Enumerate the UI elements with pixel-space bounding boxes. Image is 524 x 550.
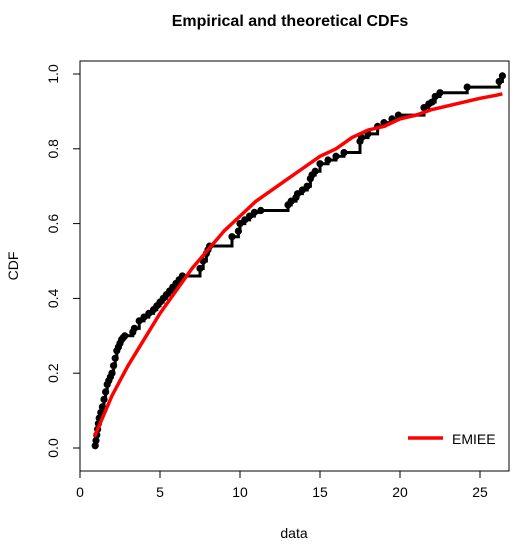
empirical-point xyxy=(436,89,444,97)
x-axis-label: data xyxy=(280,525,307,541)
empirical-point xyxy=(463,83,471,91)
y-tick-label: 0.2 xyxy=(45,363,61,383)
empirical-point xyxy=(316,160,324,168)
legend: EMIEE xyxy=(408,431,496,447)
empirical-cdf-steps xyxy=(94,75,504,448)
empirical-point xyxy=(110,362,118,370)
empirical-point xyxy=(250,208,258,216)
y-tick-label: 0.8 xyxy=(45,139,61,159)
empirical-point xyxy=(121,332,129,340)
y-tick-label: 0.0 xyxy=(45,438,61,458)
empirical-point xyxy=(311,167,319,175)
x-tick-label: 20 xyxy=(392,484,408,500)
empirical-point xyxy=(102,388,110,396)
empirical-point xyxy=(498,72,506,80)
empirical-point xyxy=(98,403,106,411)
empirical-point xyxy=(303,182,311,190)
plot-area xyxy=(91,72,506,450)
x-tick-label: 0 xyxy=(76,484,84,500)
legend-label-emiee: EMIEE xyxy=(452,431,496,447)
empirical-point xyxy=(340,148,348,157)
empirical-point xyxy=(257,206,265,215)
empirical-point xyxy=(111,354,119,362)
empirical-point xyxy=(332,152,340,160)
empirical-point xyxy=(394,111,402,119)
x-tick-label: 10 xyxy=(232,484,248,500)
y-axis: 0.0 0.2 0.4 0.6 0.8 1.0 xyxy=(45,64,81,458)
y-tick-label: 1.0 xyxy=(45,64,61,84)
chart-title: Empirical and theoretical CDFs xyxy=(172,13,409,30)
y-axis-label: CDF xyxy=(5,252,21,281)
empirical-point xyxy=(196,264,204,273)
x-axis: 0 5 10 15 20 25 xyxy=(76,470,488,500)
empirical-point xyxy=(92,436,100,445)
x-tick-label: 5 xyxy=(156,484,164,500)
empirical-point xyxy=(228,233,236,241)
y-tick-label: 0.4 xyxy=(45,288,61,308)
y-tick-label: 0.6 xyxy=(45,214,61,234)
plot-frame xyxy=(79,60,510,472)
x-tick-label: 25 xyxy=(472,484,488,500)
empirical-point xyxy=(234,227,242,235)
empirical-point xyxy=(495,77,503,86)
empirical-point xyxy=(130,324,138,332)
theoretical-cdf-curve xyxy=(92,92,503,438)
empirical-point xyxy=(428,98,436,106)
empirical-point xyxy=(324,156,332,164)
empirical-point xyxy=(100,395,108,403)
empirical-point xyxy=(108,369,116,377)
x-tick-label: 15 xyxy=(312,484,328,500)
